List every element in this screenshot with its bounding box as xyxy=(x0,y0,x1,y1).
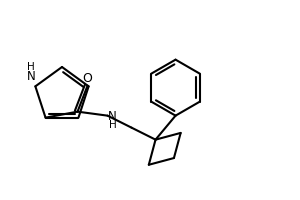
Text: N: N xyxy=(27,70,36,83)
Text: H: H xyxy=(109,120,116,130)
Text: O: O xyxy=(82,72,92,85)
Text: N: N xyxy=(108,110,117,123)
Text: H: H xyxy=(28,62,35,72)
